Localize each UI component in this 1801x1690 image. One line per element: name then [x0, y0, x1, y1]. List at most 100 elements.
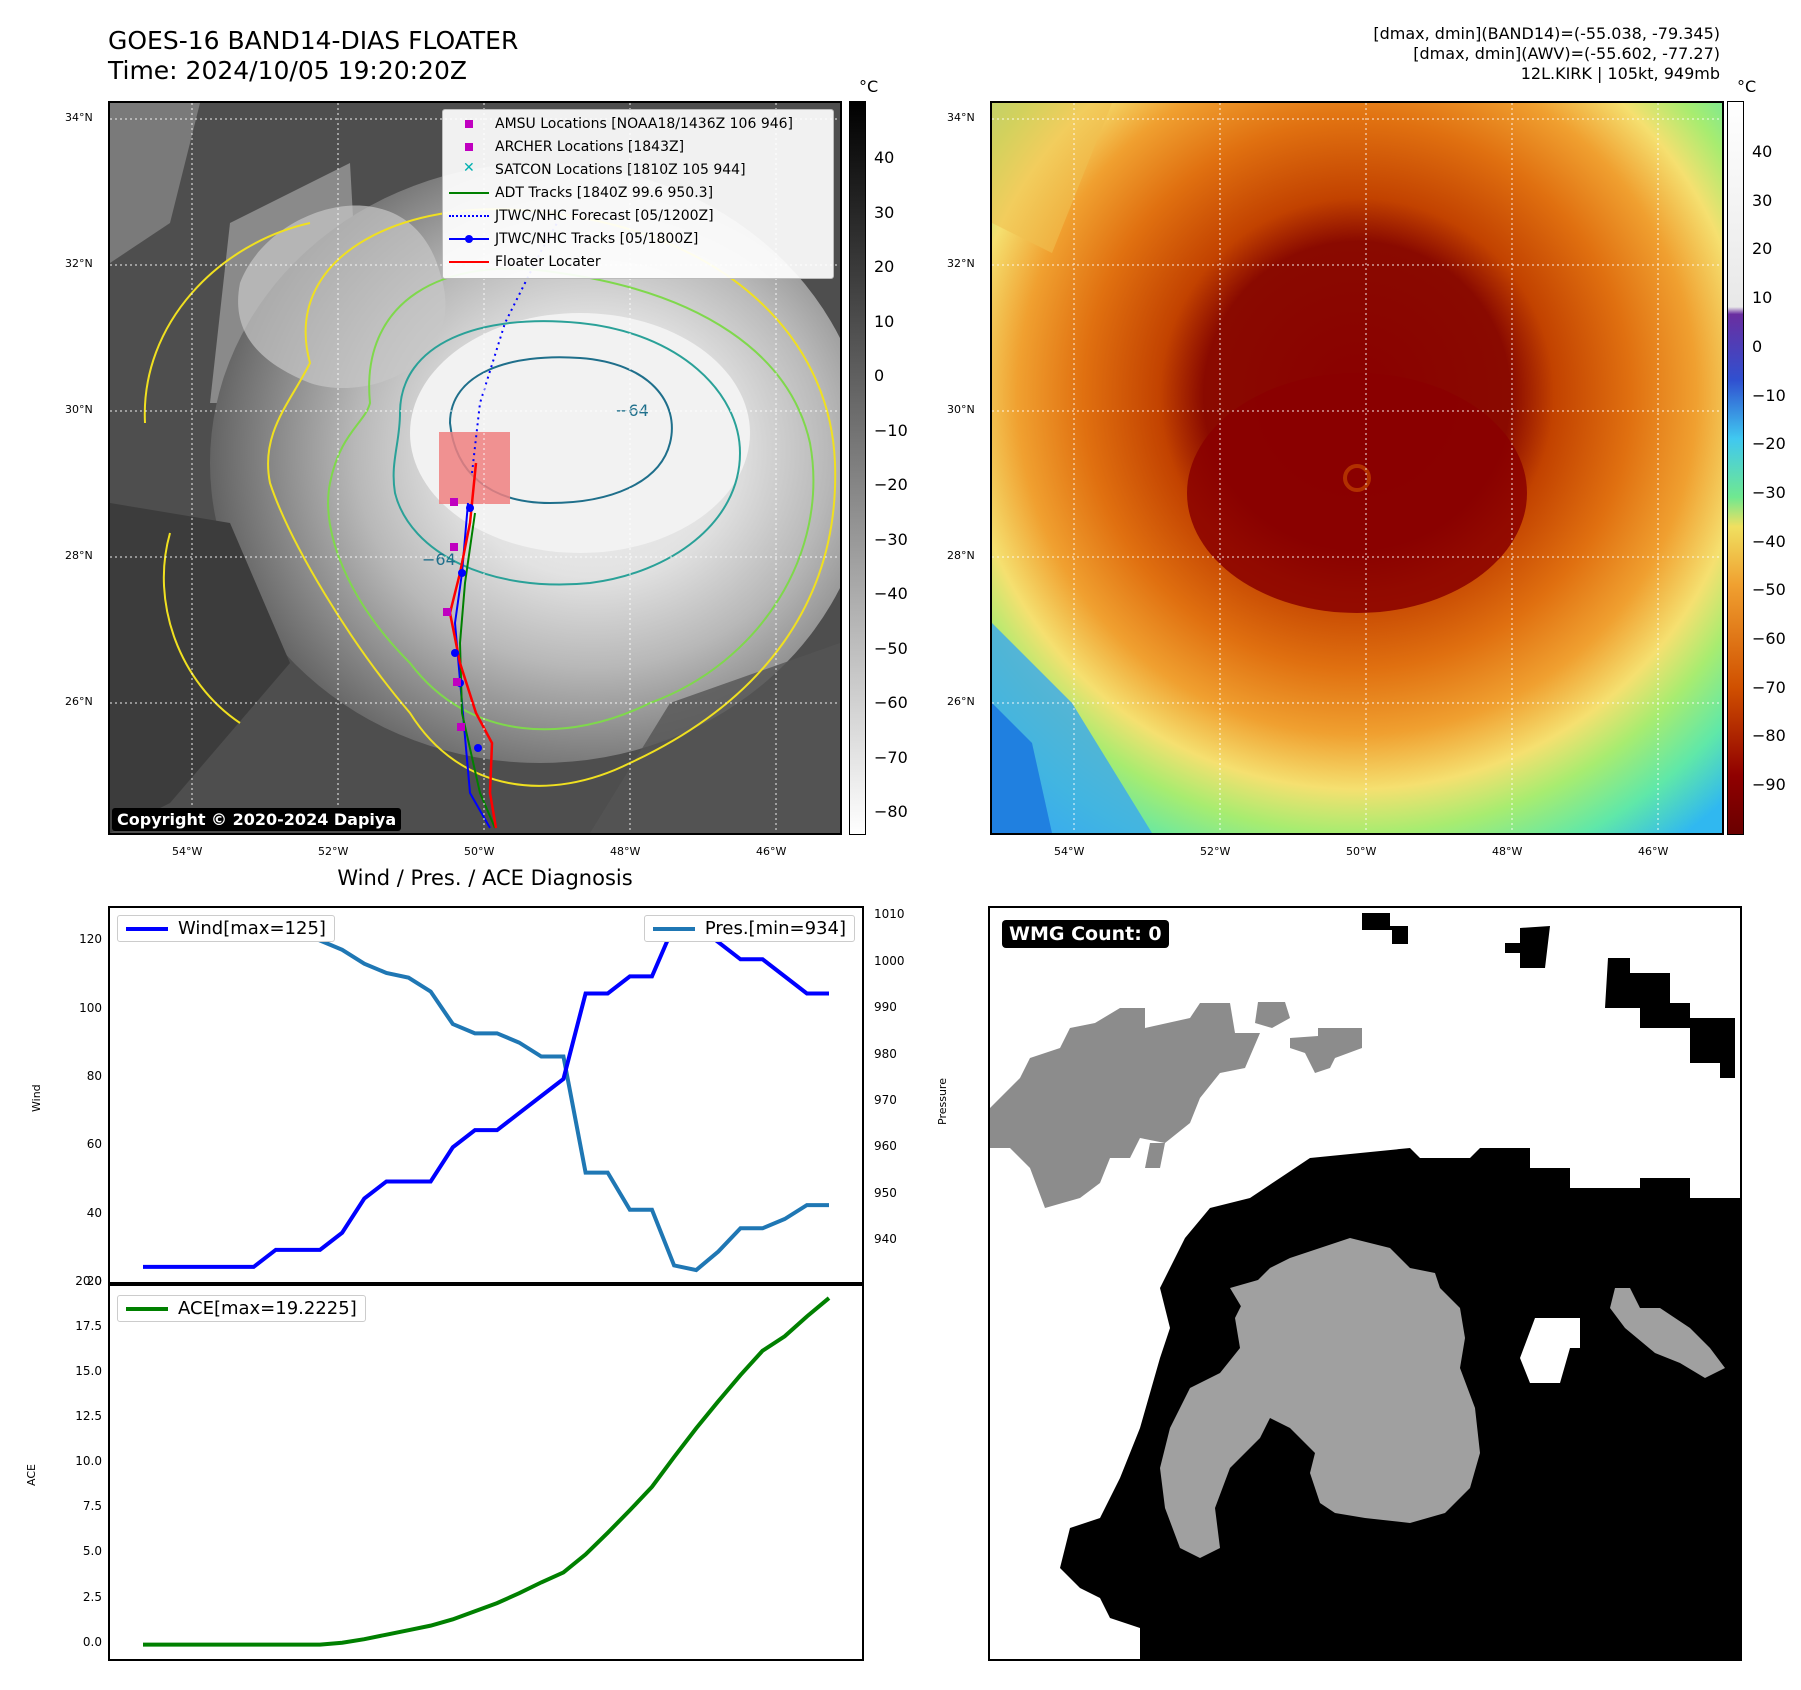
pressure-ytick: 1000 — [874, 953, 905, 968]
enhanced-colorbar-tick: −90 — [1752, 775, 1786, 795]
ace-ytick: 15.0 — [75, 1364, 102, 1379]
ace-ytick: 20.0 — [75, 1274, 102, 1288]
ir-colorbar-tick: −30 — [874, 529, 908, 549]
legend-jtwc: JTWC/NHC Tracks [05/1800Z] — [449, 229, 698, 249]
lat-label: 30°N — [947, 403, 975, 416]
lat-label: 32°N — [947, 257, 975, 270]
ace-plot — [143, 1296, 831, 1647]
ir-colorbar-tick: −80 — [874, 802, 908, 821]
ir-colorbar-tick: 0 — [874, 366, 885, 385]
ir-colorbar-unit: °C — [859, 77, 879, 96]
wind-axis-label: Wind — [30, 1084, 43, 1112]
enhanced-colorbar-tick: 10 — [1752, 288, 1773, 308]
enhanced-colorbar-tick: 40 — [1752, 142, 1773, 161]
lat-label: 34°N — [947, 111, 975, 124]
lon-label: 52°W — [1200, 845, 1231, 858]
figure-title-line1: GOES-16 BAND14-DIAS FLOATER — [108, 26, 519, 55]
wind-ytick: 40 — [86, 1205, 102, 1220]
pressure-ytick: 980 — [874, 1046, 897, 1061]
ace-legend: ACE[max=19.2225] — [117, 1295, 366, 1322]
legend-adt: ADT Tracks [1840Z 99.6 950.3] — [449, 183, 713, 203]
enhanced-colorbar-tick: −70 — [1752, 677, 1786, 697]
stats-band14: [dmax, dmin](BAND14)=(-55.038, -79.345) — [1373, 24, 1720, 43]
wind-pres-plot — [143, 923, 829, 1273]
ir-map-panel: −64 −64 AMSU Locations [NOAA18/1436Z 106… — [108, 101, 842, 835]
pressure-ytick: 950 — [874, 1185, 897, 1200]
enhanced-map-image — [992, 103, 1722, 833]
enhanced-colorbar-tick: −20 — [1752, 434, 1786, 454]
ir-colorbar-tick: −70 — [874, 747, 908, 767]
legend-forecast: JTWC/NHC Forecast [05/1200Z] — [449, 206, 714, 226]
lon-label: 54°W — [1054, 845, 1085, 858]
ace-ytick: 12.5 — [75, 1409, 102, 1424]
ace-ytick: 5.0 — [82, 1544, 102, 1559]
map-legend: AMSU Locations [NOAA18/1436Z 106 946] AR… — [442, 109, 834, 279]
ace-ytick: 7.5 — [82, 1499, 102, 1514]
ir-colorbar — [849, 101, 866, 835]
lat-label: 28°N — [947, 549, 975, 562]
pressure-ytick: 1010 — [874, 907, 905, 922]
wind-ytick: 100 — [79, 1000, 102, 1015]
contour-label-2: −64 — [422, 550, 456, 569]
wind-ytick: 80 — [86, 1068, 102, 1083]
wmg-count-badge: WMG Count: 0 — [1002, 920, 1169, 948]
ir-colorbar-tick: 20 — [874, 257, 895, 276]
wind-line — [143, 923, 829, 1269]
ace-axis-label: ACE — [25, 1464, 38, 1486]
ace-ytick: 2.5 — [82, 1589, 102, 1604]
legend-satcon: ✕ SATCON Locations [1810Z 105 944] — [463, 160, 746, 178]
legend-archer: ARCHER Locations [1843Z] — [449, 137, 684, 157]
wmg-panel: WMG Count: 0 — [988, 906, 1742, 1661]
enhanced-colorbar-tick: −50 — [1752, 580, 1786, 600]
ace-line — [143, 1296, 831, 1647]
lat-label: 26°N — [947, 695, 975, 708]
wind-ytick: 20 — [86, 1274, 102, 1288]
ace-chart: ACE[max=19.2225] — [108, 1282, 864, 1661]
pressure-axis-label: Pressure — [936, 1078, 949, 1125]
storm-info: 12L.KIRK | 105kt, 949mb — [1520, 64, 1720, 83]
lon-label: 52°W — [318, 845, 349, 858]
lon-label: 50°W — [1346, 845, 1377, 858]
ir-colorbar-tick: −60 — [874, 693, 908, 712]
diagnosis-title: Wind / Pres. / ACE Diagnosis — [337, 866, 633, 890]
stats-awv: [dmax, dmin](AWV)=(-55.602, -77.27) — [1413, 44, 1720, 63]
lon-label: 54°W — [172, 845, 203, 858]
lon-label: 50°W — [464, 845, 495, 858]
ir-colorbar-tick: −40 — [874, 584, 908, 603]
enhanced-colorbar-tick: −60 — [1752, 629, 1786, 648]
wind-pres-chart: Wind[max=125] Pres.[min=934] — [108, 906, 864, 1286]
ir-colorbar-tick: −50 — [874, 638, 908, 658]
lon-label: 46°W — [756, 845, 787, 858]
enhanced-colorbar-tick: −80 — [1752, 726, 1786, 746]
lat-label: 28°N — [65, 549, 93, 562]
lat-label: 30°N — [65, 403, 93, 416]
ace-ytick: 10.0 — [75, 1454, 102, 1469]
enhanced-colorbar-tick: −10 — [1752, 385, 1786, 405]
enhanced-colorbar-tick: −30 — [1752, 482, 1786, 502]
pressure-ytick: 960 — [874, 1139, 897, 1154]
enhanced-map-panel — [990, 101, 1724, 835]
lat-label: 26°N — [65, 695, 93, 708]
copyright-badge: Copyright © 2020-2024 Dapiya — [112, 808, 402, 831]
lon-label: 48°W — [1492, 845, 1523, 858]
pressure-line — [143, 929, 829, 1273]
legend-floater: Floater Locater — [449, 252, 601, 272]
enhanced-colorbar-tick: 0 — [1752, 336, 1763, 356]
enhanced-colorbar-tick: 30 — [1752, 190, 1773, 210]
ir-colorbar-tick: 30 — [874, 202, 895, 222]
enhanced-colorbar — [1727, 101, 1744, 835]
ir-colorbar-tick: −10 — [874, 420, 908, 440]
pressure-ytick: 970 — [874, 1092, 897, 1107]
figure-title-line2: Time: 2024/10/05 19:20:20Z — [108, 56, 467, 85]
enhanced-colorbar-tick: 20 — [1752, 239, 1773, 259]
lon-label: 48°W — [610, 845, 641, 858]
floater-track — [448, 462, 498, 829]
pressure-ytick: 940 — [874, 1232, 897, 1247]
pres-legend: Pres.[min=934] — [643, 915, 855, 942]
wmg-image — [990, 913, 1740, 1659]
lat-label: 34°N — [65, 111, 93, 124]
enhanced-colorbar-unit: °C — [1737, 77, 1757, 96]
lat-label: 32°N — [65, 257, 93, 270]
ir-colorbar-tick: 10 — [874, 311, 895, 331]
ir-colorbar-tick: 40 — [874, 148, 895, 167]
